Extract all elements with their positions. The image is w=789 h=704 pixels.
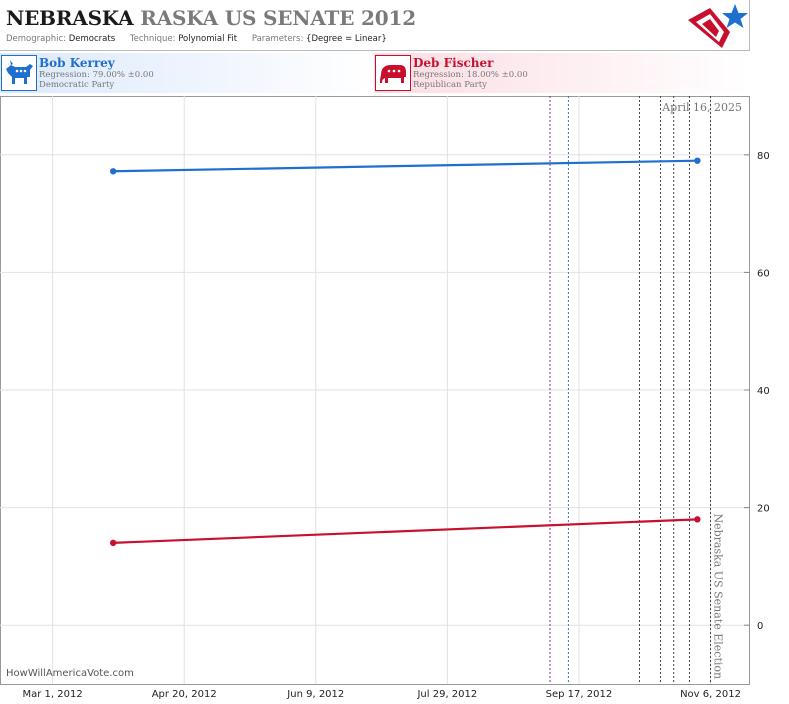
- candidate-dem: Bob Kerrey Regression: 79.00% ±0.00 Demo…: [0, 53, 372, 93]
- series-line: [113, 518, 698, 544]
- series-point: [109, 539, 117, 547]
- y-tick-label: 20: [757, 504, 770, 515]
- y-tick-label: 60: [757, 268, 770, 279]
- candidate-regression: Regression: 79.00% ±0.00: [39, 70, 154, 80]
- candidate-name: Bob Kerrey: [39, 56, 115, 70]
- demographic-value: Democrats: [68, 34, 116, 44]
- x-tick-label: Mar 1, 2012: [23, 689, 83, 700]
- candidate-rep: Deb Fischer Regression: 18.00% ±0.00 Rep…: [374, 53, 749, 93]
- candidate-name: Deb Fischer: [413, 56, 494, 70]
- y-tick-label: 80: [757, 151, 770, 162]
- demographic-label: Demographic:: [6, 34, 67, 44]
- title-state: NEBRASKA: [6, 6, 134, 30]
- parameters-value: {Degree = Linear}: [306, 34, 387, 44]
- chart: Mar 1, 2012 Apr 20, 2012 Jun 9, 2012 Jul 29…: [0, 96, 770, 700]
- x-tick-label: Nov 6, 2012: [680, 689, 741, 700]
- header: NEBRASKA RASKA US SENATE 2012 Demographi…: [0, 0, 789, 51]
- candidate-party: Democratic Party: [39, 80, 115, 90]
- credit-text: HowWillAmericaVote.com: [6, 668, 134, 679]
- series-point: [694, 157, 701, 164]
- y-tick-label: 40: [757, 386, 770, 397]
- technique-label: Technique:: [129, 34, 176, 44]
- y-tick-label: 0: [757, 621, 763, 632]
- site-logo-icon: [688, 4, 748, 48]
- title-race: RASKA US SENATE 2012: [140, 6, 416, 30]
- series-line: [113, 159, 698, 173]
- donkey-icon: [1, 55, 37, 91]
- x-tick-label: Jul 29, 2012: [416, 689, 477, 700]
- series-point: [694, 516, 701, 523]
- x-tick-label: Apr 20, 2012: [152, 689, 217, 700]
- parameters-line: Demographic: Democrats Technique: Polyno…: [6, 34, 399, 44]
- page-title: NEBRASKA RASKA US SENATE 2012: [6, 6, 416, 30]
- candidate-party: Republican Party: [413, 80, 487, 90]
- election-label: Nebraska US Senate Election: [712, 513, 725, 679]
- date-annotation: April 16, 2025: [661, 101, 742, 114]
- candidate-regression: Regression: 18.00% ±0.00: [413, 70, 528, 80]
- parameters-label: Parameters:: [251, 34, 304, 44]
- x-tick-label: Jun 9, 2012: [286, 689, 344, 700]
- x-tick-label: Sep 17, 2012: [546, 689, 613, 700]
- chart-area: Mar 1, 2012 Apr 20, 2012 Jun 9, 2012 Jul 29…: [0, 96, 789, 704]
- elephant-icon: [375, 55, 411, 91]
- series-point: [109, 168, 117, 175]
- technique-value: Polynomial Fit: [178, 34, 238, 44]
- header-divider: [0, 50, 750, 51]
- header-divider-vertical: [749, 0, 750, 51]
